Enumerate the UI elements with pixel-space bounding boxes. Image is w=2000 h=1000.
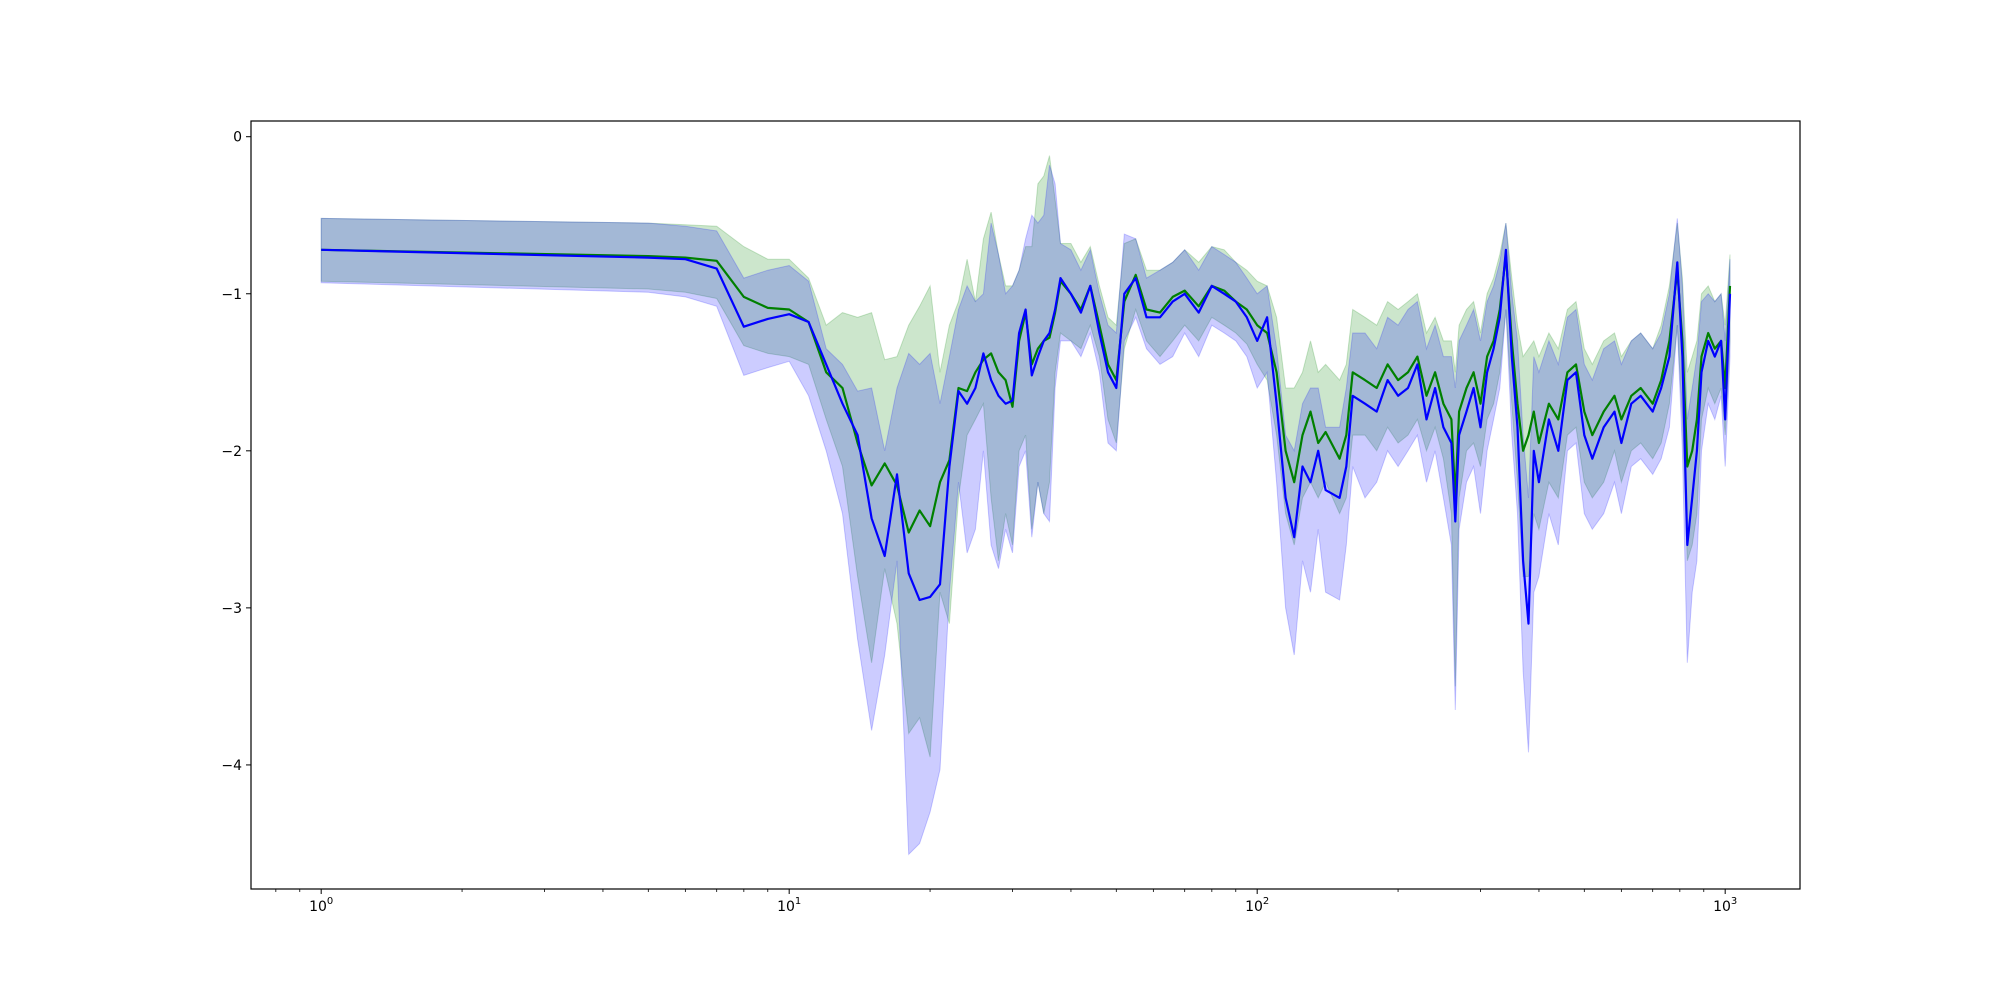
confidence-bands (320, 155, 1731, 856)
x-axis-ticks: 100 101 102 103 (275, 889, 1737, 915)
band-series-0 (320, 155, 1731, 758)
y-tick-label: −2 (221, 444, 242, 460)
x-tick-label: 100 (309, 896, 333, 915)
line-series-1 (321, 248, 1732, 625)
band-series-1 (320, 164, 1731, 856)
y-tick-label: −4 (221, 758, 242, 774)
mean-lines (321, 248, 1732, 625)
y-axis-ticks: 0 −1 −2 −3 −4 (221, 130, 251, 774)
y-tick-label: −3 (221, 601, 242, 617)
x-tick-label: 102 (1245, 896, 1269, 915)
y-tick-label: 0 (233, 130, 242, 146)
x-tick-label: 103 (1713, 896, 1737, 915)
axes-frame (250, 120, 1801, 890)
x-tick-label: 101 (777, 896, 801, 915)
y-tick-label: −1 (221, 287, 242, 303)
